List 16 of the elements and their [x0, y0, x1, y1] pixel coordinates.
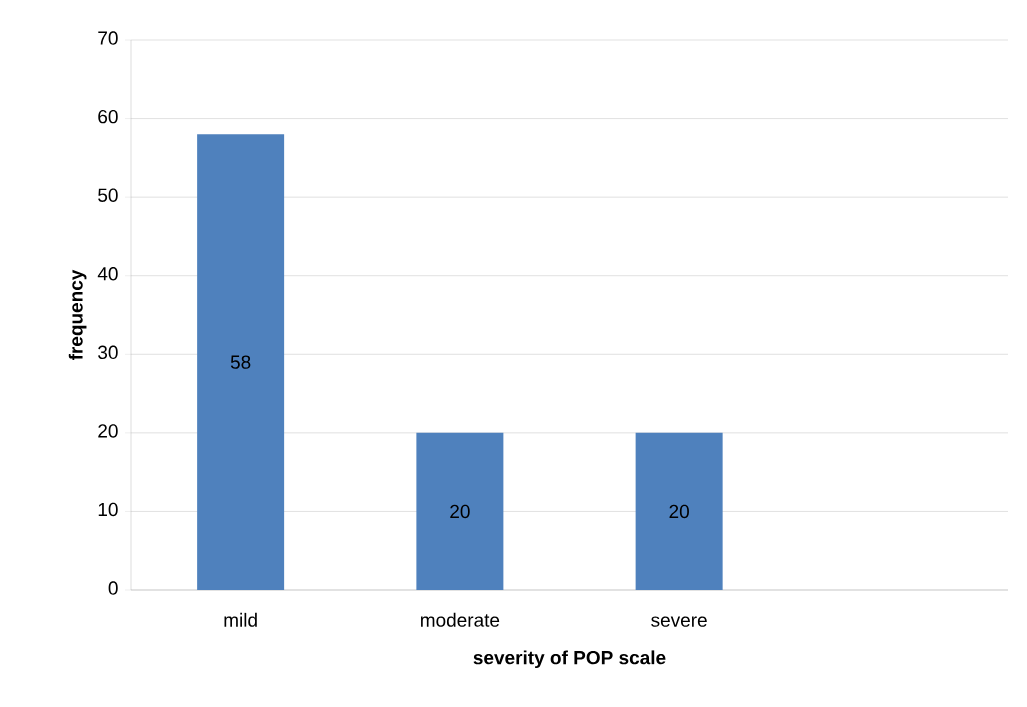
- data-label: 58: [230, 355, 251, 369]
- y-tick-label: 40: [97, 267, 118, 281]
- x-axis-title: severity of POP scale: [473, 650, 666, 669]
- x-tick-label: mild: [224, 612, 257, 627]
- x-tick-label: moderate: [421, 612, 500, 627]
- y-tick-label: 20: [98, 424, 118, 438]
- data-label: 20: [669, 504, 689, 519]
- data-label: 20: [450, 504, 470, 519]
- y-tick-label: 30: [98, 345, 118, 360]
- y-tick-label: 70: [98, 31, 118, 45]
- y-tick-label: 10: [98, 502, 118, 517]
- y-axis-title: frequency: [68, 269, 87, 361]
- y-tick-label: 0: [108, 581, 118, 595]
- x-tick-label: severe: [651, 616, 707, 627]
- y-tick-label: 60: [98, 109, 118, 124]
- y-tick-label: 50: [98, 188, 118, 202]
